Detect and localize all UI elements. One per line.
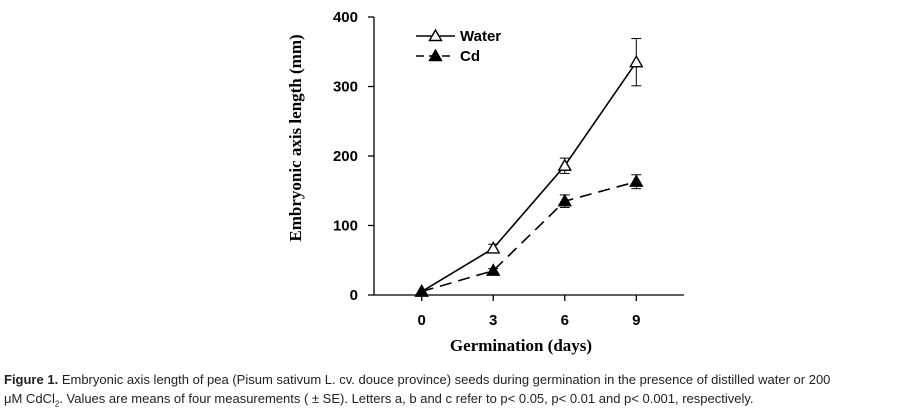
series-cd [414, 174, 644, 297]
series-line-water [421, 61, 637, 293]
caption-subscript: 2 [54, 399, 60, 409]
x-tick-label: 0 [418, 312, 426, 329]
series-line-cd [421, 180, 637, 293]
legend-label-cd: Cd [460, 48, 480, 65]
data-point-cd [557, 193, 572, 207]
caption-text-line2a: μM CdCl [4, 391, 55, 406]
legend-marker-cd [428, 48, 443, 62]
x-tick-label: 6 [561, 312, 569, 329]
data-point-cd [414, 284, 429, 297]
chart-legend: Water Cd [416, 28, 501, 65]
data-point-cd [629, 174, 644, 187]
series-water [414, 38, 644, 297]
legend-label-water: Water [460, 28, 501, 45]
y-tick-label: 0 [350, 287, 358, 304]
series-layer [414, 38, 644, 297]
y-axis-title: Embryonic axis length (mm) [286, 34, 305, 241]
data-point-cd [486, 263, 501, 276]
y-tick-label: 100 [333, 218, 358, 235]
line-chart: 0 100 200 300 400 0 3 6 9 Water Cd Germination (d… [286, 9, 684, 355]
data-point-water [557, 158, 572, 171]
data-point-water [486, 241, 501, 254]
x-axis-title: Germination (days) [450, 336, 592, 355]
caption-label: Figure 1. [4, 372, 59, 387]
y-tick-label: 200 [333, 148, 358, 165]
legend-marker-water [428, 28, 443, 42]
figure-caption: Figure 1. Embryonic axis length of pea (… [4, 370, 908, 408]
x-tick-label: 3 [489, 312, 497, 329]
y-tick-label: 300 [333, 79, 358, 96]
axis-ticks: 0 100 200 300 400 0 3 6 9 [333, 9, 641, 329]
data-point-water [629, 54, 644, 68]
y-tick-label: 400 [333, 9, 358, 26]
x-tick-label: 9 [632, 312, 640, 329]
caption-text-line1: Embryonic axis length of pea (Pisum sati… [61, 372, 831, 387]
caption-text-line2b: . Values are means of four measurements … [59, 391, 754, 406]
